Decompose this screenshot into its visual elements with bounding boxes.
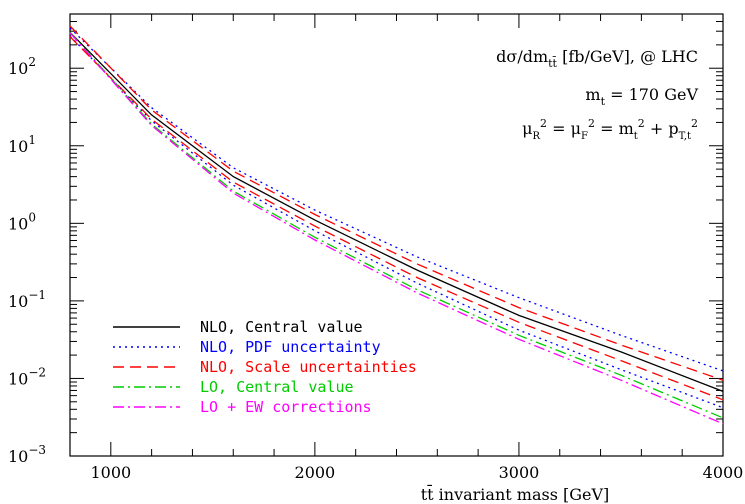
series-line <box>69 32 724 425</box>
y-tick-labels: 10−3 10−2 10−1 100 101 102 <box>8 55 46 466</box>
x-axis-label: tt̄ invariant mass [GeV] <box>421 483 610 504</box>
legend-label: LO + EW corrections <box>200 398 372 416</box>
legend-label: NLO, Central value <box>200 318 363 336</box>
series-line <box>69 35 724 409</box>
x-tick-label: 1000 <box>90 463 131 482</box>
series-line <box>69 27 724 372</box>
legend-label: LO, Central value <box>200 378 354 396</box>
x-tick-label: 4000 <box>703 463 744 482</box>
y-tick-label: 101 <box>8 133 36 156</box>
x-tick-labels: 1000 2000 3000 4000 <box>90 463 743 482</box>
legend: NLO, Central value NLO, PDF uncertainty NL… <box>113 318 417 416</box>
series-line <box>69 31 724 393</box>
annotation-mass: mt = 170 GeV <box>585 85 698 108</box>
x-tick-label: 3000 <box>499 463 540 482</box>
x-tick-label: 2000 <box>295 463 336 482</box>
y-tick-label: 10−1 <box>8 288 46 311</box>
axis-ticks <box>69 13 724 457</box>
y-tick-label: 102 <box>8 55 36 78</box>
legend-label: NLO, Scale uncertainties <box>200 358 417 376</box>
y-tick-label: 10−3 <box>8 443 46 466</box>
y-tick-label: 10−2 <box>8 365 46 388</box>
y-tick-label: 100 <box>8 210 36 233</box>
legend-label: NLO, PDF uncertainty <box>200 338 381 356</box>
plot-frame <box>69 13 724 457</box>
annotation-xsec: dσ/dmtt̄ [fb/GeV], @ LHC <box>496 47 698 70</box>
annotation-scale: μR2 = μF2 = mt2 + pT,t2 <box>522 117 698 142</box>
series-line <box>69 31 724 419</box>
series-lines <box>69 25 724 425</box>
